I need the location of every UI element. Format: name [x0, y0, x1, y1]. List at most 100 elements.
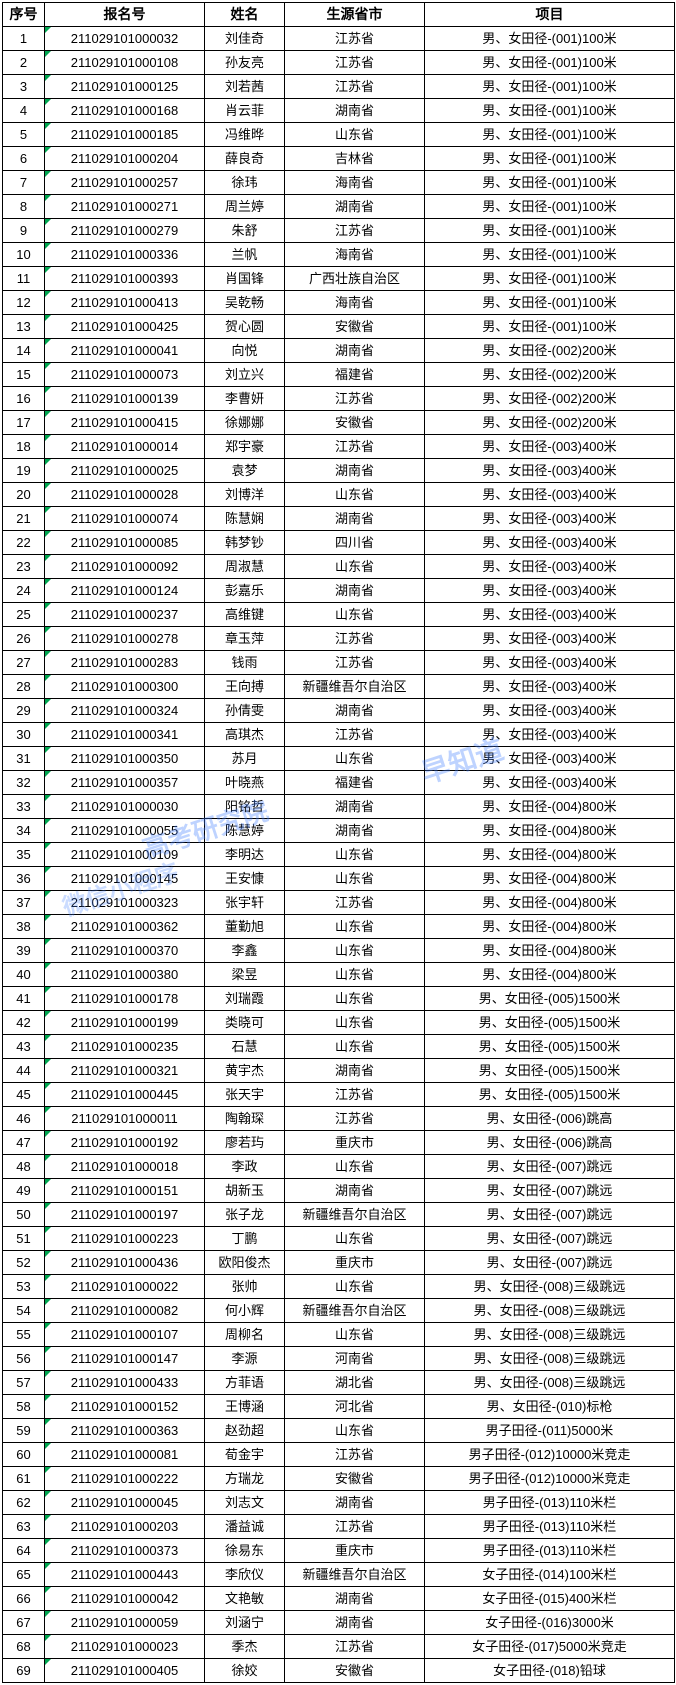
table-cell: 山东省: [285, 987, 425, 1011]
table-cell: 41: [3, 987, 45, 1011]
table-row: 41211029101000178刘瑞霞山东省男、女田径-(005)1500米: [3, 987, 675, 1011]
table-cell: 肖国锋: [205, 267, 285, 291]
table-cell: 江苏省: [285, 219, 425, 243]
table-row: 37211029101000323张宇轩江苏省男、女田径-(004)800米: [3, 891, 675, 915]
table-row: 16211029101000139李曹妍江苏省男、女田径-(002)200米: [3, 387, 675, 411]
table-cell: 59: [3, 1419, 45, 1443]
table-cell: 211029101000125: [45, 75, 205, 99]
table-cell: 重庆市: [285, 1251, 425, 1275]
table-row: 42211029101000199类晓可山东省男、女田径-(005)1500米: [3, 1011, 675, 1035]
table-row: 33211029101000030阳铭哲湖南省男、女田径-(004)800米: [3, 795, 675, 819]
table-cell: 男、女田径-(004)800米: [425, 795, 675, 819]
column-header: 项目: [425, 3, 675, 27]
table-cell: 211029101000363: [45, 1419, 205, 1443]
table-row: 28211029101000300王向搏新疆维吾尔自治区男、女田径-(003)4…: [3, 675, 675, 699]
table-cell: 李源: [205, 1347, 285, 1371]
table-cell: 15: [3, 363, 45, 387]
table-cell: 男、女田径-(003)400米: [425, 771, 675, 795]
table-row: 66211029101000042文艳敏湖南省女子田径-(015)400米栏: [3, 1587, 675, 1611]
table-cell: 安徽省: [285, 1467, 425, 1491]
table-cell: 男、女田径-(004)800米: [425, 915, 675, 939]
table-cell: 江苏省: [285, 891, 425, 915]
table-cell: 新疆维吾尔自治区: [285, 1563, 425, 1587]
table-cell: 陈慧娴: [205, 507, 285, 531]
table-row: 11211029101000393肖国锋广西壮族自治区男、女田径-(001)10…: [3, 267, 675, 291]
table-cell: 山东省: [285, 1035, 425, 1059]
table-cell: 62: [3, 1491, 45, 1515]
table-row: 44211029101000321黄宇杰湖南省男、女田径-(005)1500米: [3, 1059, 675, 1083]
table-cell: 男、女田径-(010)标枪: [425, 1395, 675, 1419]
table-cell: 男子田径-(012)10000米竞走: [425, 1467, 675, 1491]
table-cell: 211029101000235: [45, 1035, 205, 1059]
table-cell: 63: [3, 1515, 45, 1539]
table-cell: 20: [3, 483, 45, 507]
table-cell: 211029101000124: [45, 579, 205, 603]
table-cell: 12: [3, 291, 45, 315]
table-cell: 男、女田径-(003)400米: [425, 747, 675, 771]
table-cell: 211029101000341: [45, 723, 205, 747]
table-cell: 袁梦: [205, 459, 285, 483]
table-cell: 湖南省: [285, 507, 425, 531]
table-cell: 季杰: [205, 1635, 285, 1659]
table-cell: 山东省: [285, 483, 425, 507]
table-cell: 211029101000222: [45, 1467, 205, 1491]
table-cell: 徐玮: [205, 171, 285, 195]
table-cell: 女子田径-(015)400米栏: [425, 1587, 675, 1611]
table-row: 21211029101000074陈慧娴湖南省男、女田径-(003)400米: [3, 507, 675, 531]
table-cell: 34: [3, 819, 45, 843]
table-cell: 山东省: [285, 1155, 425, 1179]
table-cell: 石慧: [205, 1035, 285, 1059]
table-cell: 男、女田径-(005)1500米: [425, 1011, 675, 1035]
table-cell: 海南省: [285, 291, 425, 315]
table-cell: 211029101000380: [45, 963, 205, 987]
table-cell: 山东省: [285, 963, 425, 987]
table-row: 54211029101000082何小辉新疆维吾尔自治区男、女田径-(008)三…: [3, 1299, 675, 1323]
table-cell: 男、女田径-(005)1500米: [425, 987, 675, 1011]
table-cell: 男、女田径-(003)400米: [425, 627, 675, 651]
table-row: 6211029101000204薛良奇吉林省男、女田径-(001)100米: [3, 147, 675, 171]
table-cell: 湖南省: [285, 1491, 425, 1515]
table-row: 39211029101000370李鑫山东省男、女田径-(004)800米: [3, 939, 675, 963]
table-cell: 45: [3, 1083, 45, 1107]
table-cell: 李政: [205, 1155, 285, 1179]
table-cell: 山东省: [285, 915, 425, 939]
table-cell: 重庆市: [285, 1539, 425, 1563]
table-cell: 胡新玉: [205, 1179, 285, 1203]
table-cell: 男、女田径-(004)800米: [425, 963, 675, 987]
table-cell: 江苏省: [285, 651, 425, 675]
table-cell: 贺心圆: [205, 315, 285, 339]
table-cell: 山东省: [285, 1011, 425, 1035]
table-cell: 方菲语: [205, 1371, 285, 1395]
table-cell: 男、女田径-(005)1500米: [425, 1059, 675, 1083]
table-row: 32211029101000357叶晓燕福建省男、女田径-(003)400米: [3, 771, 675, 795]
table-cell: 47: [3, 1131, 45, 1155]
table-row: 19211029101000025袁梦湖南省男、女田径-(003)400米: [3, 459, 675, 483]
table-cell: 37: [3, 891, 45, 915]
table-cell: 44: [3, 1059, 45, 1083]
table-cell: 211029101000145: [45, 867, 205, 891]
table-cell: 男、女田径-(007)跳远: [425, 1179, 675, 1203]
table-cell: 李明达: [205, 843, 285, 867]
table-cell: 湖南省: [285, 795, 425, 819]
table-cell: 男、女田径-(003)400米: [425, 579, 675, 603]
table-cell: 山东省: [285, 1419, 425, 1443]
table-cell: 男、女田径-(003)400米: [425, 483, 675, 507]
table-cell: 新疆维吾尔自治区: [285, 1299, 425, 1323]
table-cell: 张子龙: [205, 1203, 285, 1227]
table-cell: 38: [3, 915, 45, 939]
table-cell: 文艳敏: [205, 1587, 285, 1611]
table-row: 22211029101000085韩梦钞四川省男、女田径-(003)400米: [3, 531, 675, 555]
table-cell: 王向搏: [205, 675, 285, 699]
table-cell: 211029101000147: [45, 1347, 205, 1371]
table-row: 24211029101000124彭嘉乐湖南省男、女田径-(003)400米: [3, 579, 675, 603]
table-cell: 211029101000178: [45, 987, 205, 1011]
table-cell: 211029101000032: [45, 27, 205, 51]
table-cell: 23: [3, 555, 45, 579]
table-cell: 211029101000393: [45, 267, 205, 291]
table-cell: 冯维晔: [205, 123, 285, 147]
table-cell: 男、女田径-(004)800米: [425, 939, 675, 963]
table-cell: 211029101000074: [45, 507, 205, 531]
table-cell: 向悦: [205, 339, 285, 363]
table-cell: 57: [3, 1371, 45, 1395]
table-cell: 男、女田径-(001)100米: [425, 51, 675, 75]
